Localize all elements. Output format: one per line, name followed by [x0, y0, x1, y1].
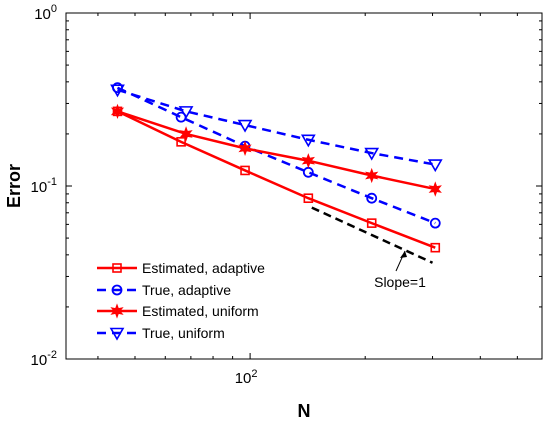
data-point: [237, 119, 253, 133]
legend-marker: [111, 284, 123, 296]
x-tick-label: 102: [235, 368, 258, 387]
reference-slope: Slope=1: [311, 206, 434, 290]
data-point: [366, 218, 377, 228]
y-axis-title: Error: [4, 164, 24, 208]
data-point: [365, 167, 379, 184]
data-point: [428, 181, 442, 197]
legend-item: Estimated, adaptive: [97, 260, 265, 276]
data-point: [366, 192, 378, 204]
series-3: [110, 103, 442, 197]
data-point: [110, 84, 125, 98]
legend-label: Estimated, adaptive: [142, 260, 265, 276]
series-4: [110, 84, 443, 173]
series-line: [117, 88, 436, 166]
series-1: [112, 106, 441, 253]
y-tick-label: 10-2: [31, 349, 57, 369]
plot-area: [65, 12, 543, 360]
x-tick-labels: 102: [235, 368, 258, 387]
x-axis-title: N: [298, 401, 311, 421]
annotation-arrowhead: [400, 251, 407, 258]
y-tick-labels: 10-2 10-1 100: [31, 3, 57, 369]
series-line: [117, 110, 436, 191]
data-point: [110, 103, 125, 120]
series-line: [116, 86, 436, 225]
plot-frame: [65, 12, 543, 360]
data-point: [303, 193, 314, 204]
legend-marker: [112, 263, 122, 273]
axis-ticks: [66, 12, 542, 360]
data-point: [178, 106, 194, 119]
legend-item: True, adaptive: [97, 282, 231, 298]
legend-label: True, adaptive: [142, 282, 231, 298]
data-point: [427, 159, 443, 173]
legend-item: Estimated, uniform: [97, 303, 259, 319]
data-point: [179, 126, 193, 142]
legend-label: Estimated, uniform: [142, 303, 259, 319]
data-point: [240, 165, 250, 176]
legend-marker: [109, 327, 125, 341]
data-point: [429, 217, 441, 229]
data-point: [176, 137, 186, 147]
legend-marker: [110, 303, 124, 319]
y-tick-label: 100: [34, 3, 57, 23]
data-point: [300, 134, 316, 148]
legend-item: True, uniform: [97, 325, 225, 341]
slope-reference-line: [311, 206, 434, 264]
legend-label: True, uniform: [142, 325, 225, 341]
data-point: [301, 153, 315, 169]
series-layer: [110, 82, 443, 253]
y-tick-label: 10-1: [31, 176, 57, 196]
series-line: [116, 110, 436, 249]
data-point: [430, 242, 441, 253]
slope-annotation: Slope=1: [374, 274, 426, 290]
legend: Estimated, adaptive True, adaptive Estimat…: [97, 260, 265, 341]
data-point: [238, 140, 252, 157]
data-point: [364, 147, 380, 161]
